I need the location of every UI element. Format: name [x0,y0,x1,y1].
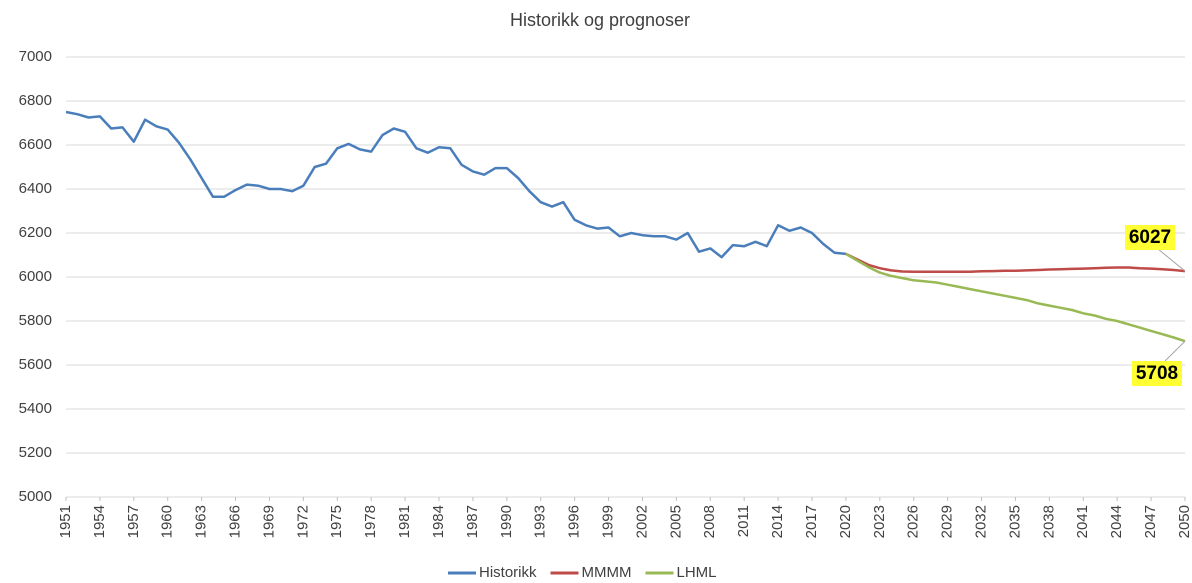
x-tick-label: 2023 [871,505,888,538]
chart-title: Historikk og prognoser [510,10,690,30]
x-tick-label: 1954 [91,505,108,538]
x-tick-label: 2032 [973,505,990,538]
x-tick-label: 1987 [464,505,481,538]
y-tick-label: 6000 [19,268,52,285]
x-tick-label: 1999 [600,505,617,538]
x-tick-label: 1951 [57,505,74,538]
x-tick-label: 2047 [1142,505,1159,538]
series-line [845,252,1186,273]
x-tick-label: 2038 [1040,505,1057,538]
x-tick-label: 1960 [159,505,176,538]
data-label: 6027 [1129,227,1171,248]
y-tick-label: 7000 [19,48,52,65]
y-tick-label: 5200 [19,444,52,461]
legend-label: Historikk [479,564,537,581]
leader-line [1157,248,1186,272]
legend-label: MMMM [582,564,632,581]
x-tick-label: 2050 [1176,505,1192,538]
x-tick-label: 1972 [294,505,311,538]
y-tick-label: 5000 [19,488,52,505]
x-tick-label: 1996 [566,505,583,538]
x-tick-label: 2008 [701,505,718,538]
label-bg [1125,225,1175,250]
x-tick-label: 2005 [667,505,684,538]
x-tick-label: 1957 [125,505,142,538]
series-line [845,252,1186,343]
data-label: 5708 [1136,363,1178,384]
legend-label: LHML [677,564,717,581]
x-tick-label: 2044 [1108,505,1125,538]
x-tick-label: 2035 [1006,505,1023,538]
y-tick-label: 6600 [19,136,52,153]
x-tick-label: 1993 [532,505,549,538]
y-tick-label: 6200 [19,224,52,241]
x-tick-label: 1975 [328,505,345,538]
y-tick-label: 5400 [19,400,52,417]
label-bg [1132,361,1182,386]
x-tick-label: 1966 [227,505,244,538]
y-tick-label: 6400 [19,180,52,197]
x-tick-label: 2026 [905,505,922,538]
x-tick-label: 2041 [1074,505,1091,538]
series-line [65,110,847,259]
x-tick-label: 1984 [430,505,447,538]
y-tick-label: 5600 [19,356,52,373]
leader-line [1164,340,1186,362]
x-tick-label: 1963 [193,505,210,538]
y-tick-label: 6800 [19,92,52,109]
x-tick-label: 1990 [498,505,515,538]
x-tick-label: 2014 [769,505,786,538]
x-tick-label: 1969 [260,505,277,538]
x-tick-label: 1978 [362,505,379,538]
x-tick-label: 2017 [803,505,820,538]
x-tick-label: 2029 [939,505,956,538]
x-tick-label: 2011 [735,505,752,537]
x-tick-label: 2002 [633,505,650,538]
x-tick-label: 1981 [396,505,413,538]
x-tick-label: 2020 [837,505,854,538]
y-tick-label: 5800 [19,312,52,329]
